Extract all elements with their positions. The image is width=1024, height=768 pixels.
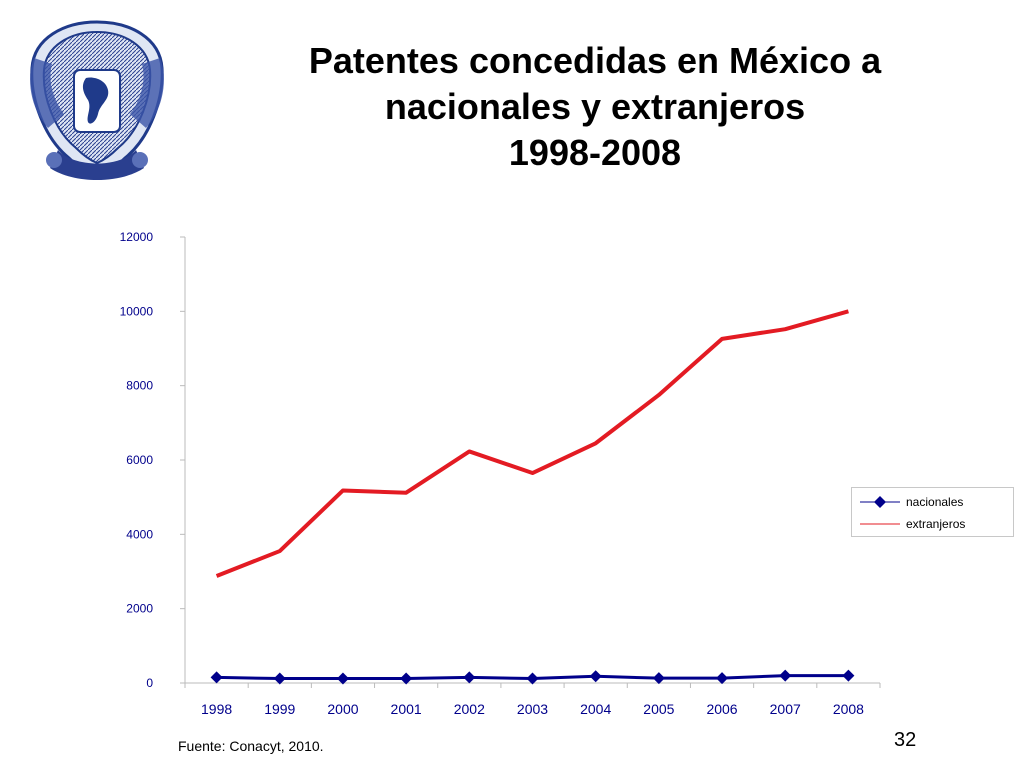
data-point-nacionales-2001 xyxy=(400,672,413,685)
y-tick-label-1: 2000 xyxy=(126,602,153,616)
chart-legend: nacionales extranjeros xyxy=(851,487,1014,537)
unam-crest-icon xyxy=(24,18,170,180)
x-tick-label-2000: 2000 xyxy=(327,701,358,717)
legend-marker-extranjeros xyxy=(860,523,900,525)
legend-item-extranjeros: extranjeros xyxy=(852,513,1013,535)
legend-label-extranjeros: extranjeros xyxy=(906,517,966,531)
data-point-nacionales-1999 xyxy=(273,672,286,685)
source-note: Fuente: Conacyt, 2010. xyxy=(178,738,324,754)
x-tick-label-1998: 1998 xyxy=(201,701,232,717)
slide-title-line-1: Patentes concedidas en México a xyxy=(308,40,882,81)
page-number: 32 xyxy=(894,729,917,751)
data-point-nacionales-2007 xyxy=(779,669,792,682)
y-tick-label-3: 6000 xyxy=(126,453,153,467)
y-tick-label-0: 0 xyxy=(146,676,153,690)
x-tick-label-2006: 2006 xyxy=(706,701,737,717)
x-tick-label-1999: 1999 xyxy=(264,701,295,717)
x-tick-label-2008: 2008 xyxy=(833,701,864,717)
x-tick-label-2007: 2007 xyxy=(770,701,801,717)
series-line-extranjeros xyxy=(215,309,849,578)
x-tick-label-2001: 2001 xyxy=(391,701,422,717)
data-point-nacionales-2005 xyxy=(652,672,665,685)
legend-label-nacionales: nacionales xyxy=(906,495,964,509)
data-point-nacionales-2000 xyxy=(336,672,349,685)
slide-title-line-2: nacionales y extranjeros xyxy=(384,86,806,127)
data-point-nacionales-2006 xyxy=(716,672,729,685)
x-tick-label-2003: 2003 xyxy=(517,701,548,717)
data-point-nacionales-2008 xyxy=(842,669,855,682)
legend-item-nacionales: nacionales xyxy=(852,491,1013,513)
y-tick-label-5: 10000 xyxy=(120,304,154,318)
x-tick-label-2002: 2002 xyxy=(454,701,485,717)
data-point-nacionales-1998 xyxy=(210,671,223,684)
data-point-nacionales-2002 xyxy=(463,671,476,684)
y-tick-label-2: 4000 xyxy=(126,527,153,541)
data-point-nacionales-2004 xyxy=(589,670,602,683)
slide-title-line-3: 1998-2008 xyxy=(508,132,682,173)
data-point-nacionales-2003 xyxy=(526,672,539,685)
x-tick-label-2005: 2005 xyxy=(643,701,674,717)
x-tick-label-2004: 2004 xyxy=(580,701,611,717)
slide-title: Patentes concedidas en México a nacional… xyxy=(230,38,960,176)
legend-marker-nacionales xyxy=(860,496,900,508)
y-tick-label-4: 8000 xyxy=(126,379,153,393)
y-tick-label-6: 12000 xyxy=(120,230,154,244)
